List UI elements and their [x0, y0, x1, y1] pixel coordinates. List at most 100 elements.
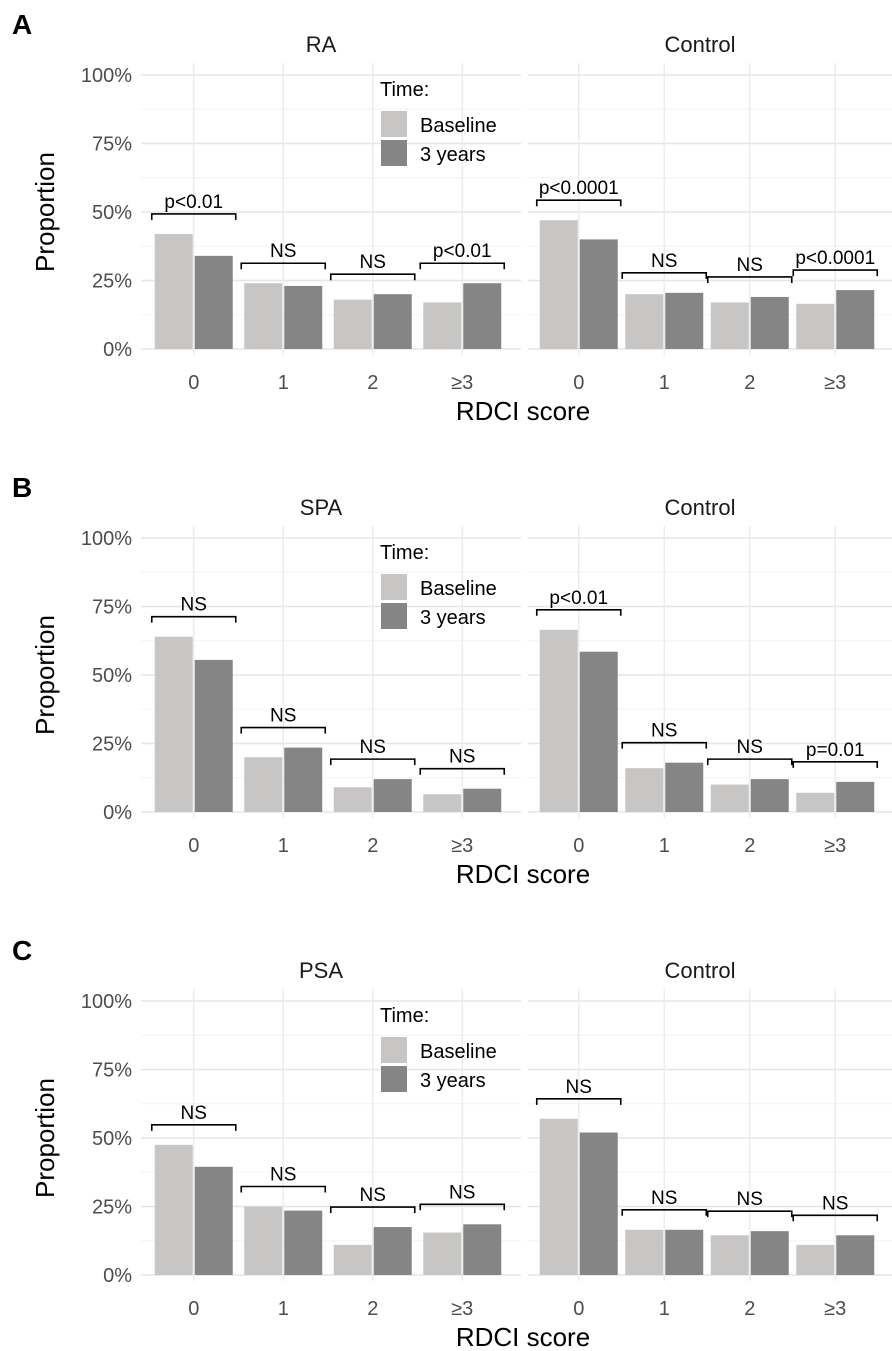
significance-label: NS — [270, 1165, 296, 1186]
significance-annotation: NS — [706, 1189, 793, 1218]
significance-bracket — [240, 1185, 327, 1193]
significance-label: NS — [270, 706, 296, 727]
legend-swatch — [381, 603, 407, 629]
x-tick-label: 1 — [278, 835, 289, 857]
significance-bracket — [150, 1124, 237, 1131]
x-tick-label: ≥3 — [451, 1298, 473, 1320]
bar-baseline — [154, 233, 193, 349]
legend-label: Baseline — [420, 115, 497, 137]
bar-3-years — [579, 239, 618, 349]
significance-bracket — [706, 758, 793, 766]
significance-bracket — [535, 199, 622, 207]
significance-label: NS — [737, 1189, 763, 1210]
bar-baseline — [154, 1144, 193, 1275]
significance-annotation: NS — [792, 1193, 879, 1222]
x-tick-label: ≥3 — [824, 372, 846, 394]
significance-label: NS — [737, 737, 763, 758]
significance-annotation: NS — [621, 721, 708, 749]
x-tick-label: 0 — [573, 372, 584, 394]
y-tick-label: 50% — [92, 202, 132, 224]
bar-3-years — [373, 1227, 412, 1275]
significance-annotation: NS — [240, 241, 327, 270]
x-tick-label: 1 — [659, 1298, 670, 1320]
significance-bracket — [535, 608, 622, 616]
bar-3-years — [579, 1132, 618, 1275]
x-tick-label: 1 — [659, 372, 670, 394]
significance-label: NS — [270, 241, 296, 262]
significance-label: p<0.01 — [549, 588, 608, 609]
bar-3-years — [836, 290, 875, 349]
significance-bracket — [419, 262, 506, 270]
bar-3-years — [750, 296, 789, 349]
significance-annotation: NS — [240, 706, 327, 734]
facet-title: Control — [665, 958, 736, 983]
bar-baseline — [710, 1235, 749, 1275]
significance-annotation: NS — [706, 737, 793, 766]
facet-title: Control — [665, 32, 736, 57]
bar-baseline — [710, 302, 749, 349]
y-tick-label: 25% — [92, 1197, 132, 1219]
significance-annotation: p<0.0001 — [535, 178, 622, 207]
significance-annotation: NS — [329, 737, 416, 766]
significance-label: NS — [360, 737, 386, 758]
significance-label: p<0.0001 — [795, 248, 875, 269]
bar-3-years — [836, 1235, 875, 1275]
bar-3-years — [284, 285, 323, 349]
legend-label: 3 years — [420, 1070, 486, 1092]
y-tick-label: 75% — [92, 134, 132, 156]
x-tick-label: 2 — [744, 372, 755, 394]
facet-control: Control NS NS NS NS 0 1 2 ≥3 — [528, 958, 892, 1320]
significance-annotation: NS — [419, 1182, 506, 1211]
legend-label: 3 years — [420, 607, 486, 629]
significance-bracket — [419, 1203, 506, 1211]
y-tick-label: 50% — [92, 665, 132, 687]
bar-baseline — [333, 299, 372, 349]
bar-baseline — [423, 302, 462, 349]
bar-baseline — [333, 1244, 372, 1275]
significance-bracket — [150, 213, 237, 220]
bar-baseline — [539, 629, 578, 812]
bar-baseline — [796, 1244, 835, 1275]
legend-swatch — [381, 574, 407, 600]
y-tick-label: 0% — [103, 1265, 132, 1287]
significance-bracket — [792, 761, 879, 768]
x-tick-label: 0 — [188, 372, 199, 394]
significance-label: p<0.01 — [164, 192, 223, 213]
bar-baseline — [625, 768, 664, 812]
x-tick-label: 2 — [367, 835, 378, 857]
significance-label: NS — [449, 747, 475, 768]
significance-bracket — [621, 272, 708, 279]
significance-annotation: NS — [240, 1165, 327, 1193]
bar-3-years — [463, 1224, 502, 1275]
x-tick-label: ≥3 — [824, 835, 846, 857]
x-tick-label: 1 — [278, 372, 289, 394]
facet-title: SPA — [300, 495, 343, 520]
significance-label: p<0.01 — [433, 241, 492, 262]
y-tick-label: 25% — [92, 271, 132, 293]
legend-title: Time: — [380, 542, 429, 564]
significance-label: NS — [651, 1188, 677, 1209]
bar-baseline — [796, 792, 835, 812]
x-tick-label: 0 — [573, 835, 584, 857]
bar-baseline — [625, 1229, 664, 1275]
significance-annotation: NS — [329, 252, 416, 281]
significance-bracket — [792, 1214, 879, 1222]
y-tick-label: 100% — [81, 65, 132, 87]
row-panel-C: C Proportion 0% 25% 50% 75% 100% PSA NS NS NS NS 0 1 2… — [12, 935, 892, 1351]
panel-letter: C — [12, 935, 32, 966]
bar-baseline — [244, 1206, 283, 1275]
facet-title: Control — [665, 495, 736, 520]
x-tick-label: 2 — [367, 372, 378, 394]
bar-baseline — [625, 294, 664, 349]
significance-bracket — [621, 741, 708, 749]
significance-annotation: NS — [419, 747, 506, 775]
bar-baseline — [333, 787, 372, 812]
facet-control: Control p<0.01 NS NS p=0.01 0 1 2 ≥3 — [528, 495, 892, 857]
bar-3-years — [750, 779, 789, 812]
bar-3-years — [284, 1210, 323, 1275]
significance-bracket — [329, 273, 416, 281]
facet-title: RA — [306, 32, 337, 57]
facet-control: Control p<0.0001 NS NS p<0.0001 0 1 2 ≥3 — [528, 32, 892, 394]
legend-swatch — [381, 1066, 407, 1092]
